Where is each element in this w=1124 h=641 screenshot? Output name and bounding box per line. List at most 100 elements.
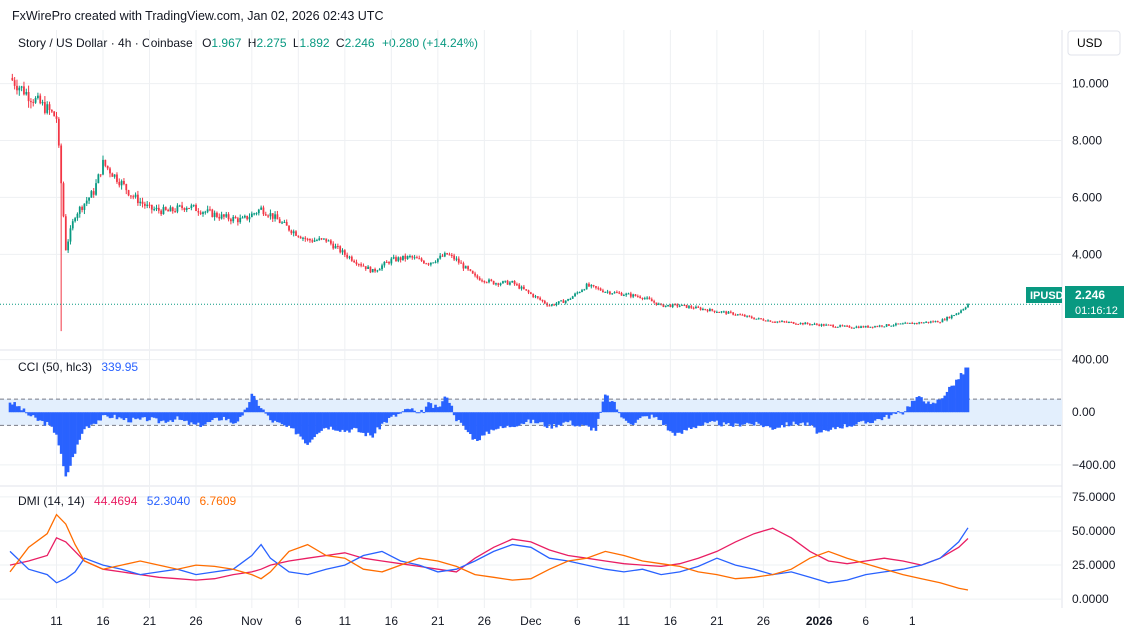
- cci-bar: [497, 412, 500, 429]
- candle-body: [813, 323, 816, 325]
- cci-bar: [155, 412, 158, 419]
- cci-bar: [503, 412, 507, 428]
- candle-body: [471, 270, 474, 274]
- cci-bar: [417, 412, 421, 414]
- cci-bar: [145, 412, 149, 422]
- candle-body: [618, 292, 621, 294]
- cci-bar: [457, 412, 461, 420]
- cci-bar: [162, 412, 165, 421]
- cci-pane[interactable]: CCI (50, hlc3) 339.95: [0, 360, 1062, 477]
- candle-body: [325, 238, 328, 242]
- cci-bar: [827, 412, 830, 432]
- candle-body: [169, 207, 172, 212]
- candle-body: [116, 174, 118, 182]
- cci-bar: [571, 412, 575, 426]
- cci-bar: [892, 412, 895, 414]
- cci-bar: [492, 412, 495, 431]
- cci-bar: [824, 412, 828, 431]
- cci-bar: [608, 401, 612, 413]
- candle-body: [192, 204, 195, 206]
- cci-legend: CCI (50, hlc3) 339.95: [18, 360, 138, 374]
- candle-body: [443, 253, 446, 257]
- candle-body: [569, 298, 572, 300]
- cci-bar: [710, 412, 714, 421]
- candle-body: [162, 207, 165, 215]
- cci-bar: [266, 412, 270, 416]
- cci-bar: [671, 412, 674, 433]
- x-tick-label: 26: [478, 614, 492, 628]
- cci-bar: [138, 412, 142, 420]
- cci-bar: [538, 412, 542, 423]
- candle-body: [729, 311, 732, 313]
- cci-bar: [934, 403, 937, 413]
- candle-body: [60, 145, 63, 184]
- cci-bar: [315, 412, 319, 435]
- candle-body: [190, 205, 193, 209]
- cci-bar: [887, 412, 891, 419]
- cci-bar: [801, 412, 805, 423]
- currency-button[interactable]: [1067, 30, 1121, 56]
- candle-body: [520, 286, 523, 289]
- cci-bar: [848, 412, 851, 427]
- candle-body: [653, 301, 655, 303]
- cci-bar: [248, 402, 251, 413]
- cci-bar: [822, 412, 826, 431]
- candle-body: [553, 304, 556, 306]
- candle-body: [469, 269, 472, 271]
- cci-bar: [596, 412, 600, 419]
- cci-bar: [750, 412, 754, 425]
- candle-body: [276, 214, 279, 220]
- candle-body: [662, 304, 665, 307]
- cci-value: 339.95: [101, 360, 138, 374]
- dmi-pane[interactable]: DMI (14, 14) 44.4694 52.3040 6.7609: [9, 494, 969, 591]
- candle-body: [632, 294, 635, 297]
- open-value: 1.967: [211, 36, 241, 50]
- cci-bar: [345, 412, 349, 431]
- cci-bar: [36, 412, 40, 421]
- cci-bar: [169, 412, 172, 421]
- cci-bar: [587, 412, 591, 427]
- cci-bar: [15, 406, 19, 413]
- cci-bar: [787, 412, 791, 427]
- cci-bar: [62, 412, 65, 467]
- candle-body: [495, 283, 497, 285]
- candle-body: [953, 315, 955, 317]
- symbol-legend[interactable]: Story / US Dollar · 4h · Coinbase O1.967…: [18, 36, 478, 50]
- cci-bar: [69, 412, 72, 466]
- candle-body: [836, 326, 839, 328]
- candle-body: [818, 324, 821, 326]
- cci-bar: [204, 412, 207, 425]
- candle-body: [283, 221, 286, 223]
- candle-body: [97, 174, 100, 184]
- candle-body: [839, 325, 842, 327]
- cci-bar: [276, 412, 279, 423]
- cci-bar: [71, 412, 75, 458]
- candle-body: [332, 243, 335, 249]
- candle-body: [55, 116, 58, 119]
- price-pane[interactable]: [0, 73, 1062, 332]
- cci-bar: [122, 412, 126, 421]
- candle-body: [606, 291, 609, 293]
- candle-body: [109, 168, 111, 174]
- candle-body: [297, 235, 300, 237]
- candle-body: [160, 210, 163, 215]
- cci-bar: [224, 412, 228, 421]
- candle-body: [767, 320, 769, 322]
- cci-bar: [227, 412, 230, 419]
- candle-body: [62, 183, 65, 217]
- candle-body: [127, 190, 130, 196]
- x-tick-label: 6: [295, 614, 302, 628]
- candle-body: [825, 324, 828, 326]
- candle-body: [609, 291, 611, 294]
- cci-bar: [843, 412, 847, 425]
- candle-body: [390, 258, 393, 264]
- candle-body: [111, 173, 114, 177]
- cci-bar: [715, 412, 719, 421]
- cci-bar: [50, 412, 54, 427]
- candle-body: [932, 321, 935, 323]
- cci-bar: [810, 412, 814, 426]
- x-tick-label: 21: [143, 614, 157, 628]
- cci-bar: [113, 412, 116, 415]
- candle-body: [595, 286, 597, 288]
- candle-body: [960, 310, 962, 313]
